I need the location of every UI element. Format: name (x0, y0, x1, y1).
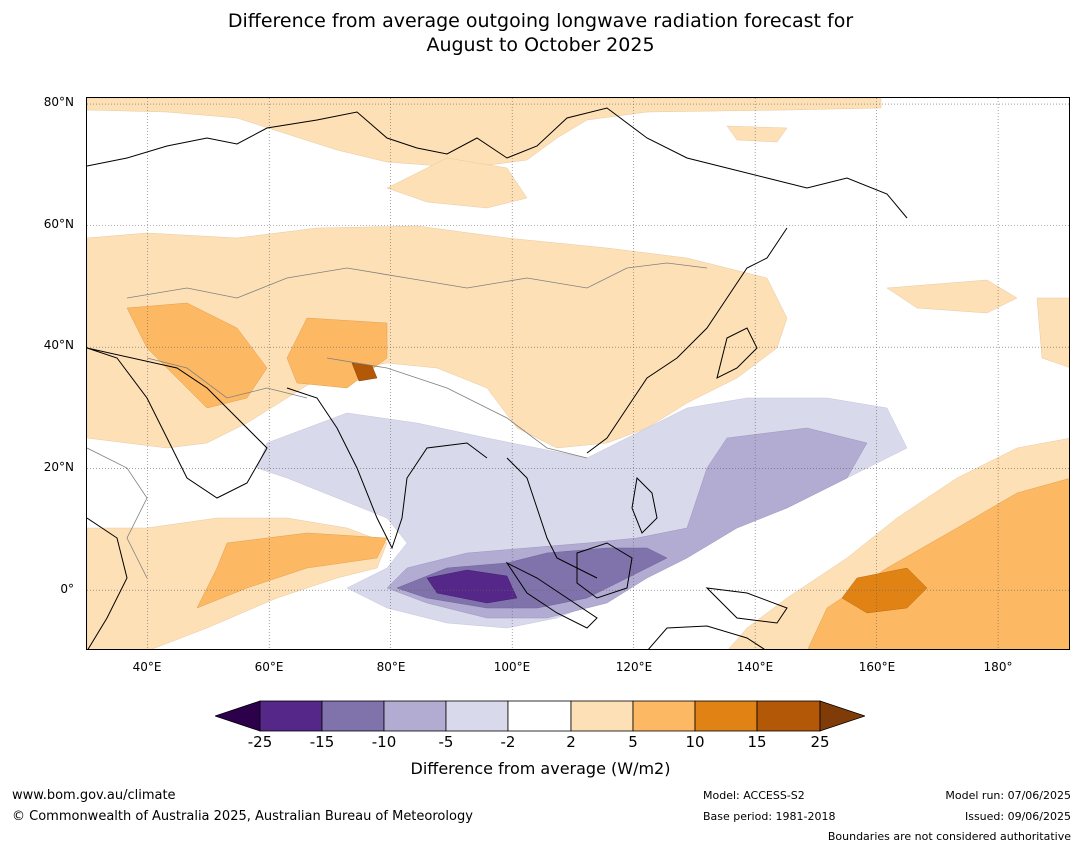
coastline-africa (87, 517, 128, 649)
colorbar-tick: 5 (628, 733, 638, 751)
colorbar-tick: 2 (566, 733, 576, 751)
colorbar-bin-neg10-neg5 (383, 700, 447, 732)
footer-copyright: © Commonwealth of Australia 2025, Austra… (12, 809, 473, 824)
colorbar-extend-low (215, 700, 261, 732)
anomaly-region-kamchatka (726, 125, 788, 143)
anomaly-region-nw-russia (386, 157, 528, 209)
lon-label-160e: 160°E (858, 660, 896, 674)
country-boundaries (87, 262, 708, 579)
lat-label-80n: 80°N (43, 95, 74, 109)
lon-label-80e: 80°E (376, 660, 406, 674)
boundary-middle-east (146, 357, 308, 399)
colorbar-bin-15-25 (756, 700, 821, 732)
anomaly-region-arctic (87, 98, 882, 169)
footer-disclaimer: Boundaries are not considered authoritat… (827, 830, 1071, 843)
colorbar-bin-neg2-2 (507, 700, 572, 732)
map-title-line2: August to October 2025 (426, 34, 655, 56)
anomaly-region-east-pacific (1036, 297, 1069, 368)
colorbar-tick: -5 (438, 733, 454, 751)
lat-label-equator: 0° (60, 582, 74, 596)
colorbar-tick: -25 (247, 733, 273, 751)
colorbar-tick: 25 (810, 733, 830, 751)
map-title: Difference from average outgoing longwav… (0, 9, 1081, 57)
colorbar-bin-5-10 (632, 700, 696, 732)
colorbar-tick: 10 (685, 733, 705, 751)
lon-label-120e: 120°E (615, 660, 653, 674)
anomaly-shading (87, 98, 1069, 649)
anomaly-region-hotspot (351, 362, 378, 382)
colorbar-bin-neg25-neg15 (259, 700, 323, 732)
lat-label-40n: 40°N (43, 338, 74, 352)
coastline-new-guinea (705, 587, 788, 624)
anomaly-region-arabian-sea (196, 532, 388, 609)
graticule (87, 98, 1069, 649)
lon-label-180: 180° (983, 660, 1013, 674)
boundary-africa (87, 447, 148, 579)
coastline-borneo (576, 542, 633, 599)
lon-label-60e: 60°E (254, 660, 284, 674)
coastline-arabia (87, 347, 268, 499)
colorbar-label: Difference from average (W/m2) (410, 759, 671, 778)
boundary-china-south (326, 357, 588, 459)
lon-label-100e: 100°E (493, 660, 531, 674)
coastline-east-asia (586, 227, 788, 454)
footer-model-run: Model run: 07/06/2025 (945, 789, 1071, 802)
lat-label-60n: 60°N (43, 217, 74, 231)
anomaly-region-neg-core (426, 569, 518, 604)
footer-base-period: Base period: 1981-2018 (703, 810, 836, 823)
coastline-eurasia-north (87, 107, 908, 219)
map-title-line1: Difference from average outgoing longwav… (227, 10, 854, 32)
lon-label-40e: 40°E (132, 660, 162, 674)
colorbar-legend (215, 700, 865, 732)
colorbar-extend-high (819, 700, 865, 732)
colorbar-bin-10-15 (694, 700, 758, 732)
anomaly-region-caspian (126, 302, 268, 409)
colorbar-tick: -2 (500, 733, 516, 751)
map-panel (86, 97, 1070, 650)
footer-model: Model: ACCESS-S2 (703, 789, 805, 802)
colorbar-bin-neg5-neg2 (445, 700, 509, 732)
coastline-sumatra (505, 561, 598, 629)
lon-label-140e: 140°E (736, 660, 774, 674)
coastline-philippines (631, 476, 658, 534)
coastline-japan (716, 327, 758, 379)
footer-website-link[interactable]: www.bom.gov.au/climate (12, 788, 176, 803)
coastline-australia (648, 625, 765, 649)
boundary-central-asia (126, 262, 708, 299)
footer-issued: Issued: 09/06/2025 (964, 810, 1071, 823)
colorbar-tick: 15 (747, 733, 767, 751)
lat-label-20n: 20°N (43, 460, 74, 474)
colorbar-tick: -10 (371, 733, 397, 751)
anomaly-region-nw-pacific (886, 279, 1018, 314)
colorbar-tick: -15 (309, 733, 335, 751)
coastline-outlines (87, 107, 908, 649)
coastline-india (286, 387, 488, 550)
colorbar-bin-neg15-neg10 (321, 700, 385, 732)
anomaly-region-pacific-dark (841, 567, 928, 614)
olr-anomaly-map (87, 98, 1069, 649)
colorbar-bin-2-5 (570, 700, 634, 732)
